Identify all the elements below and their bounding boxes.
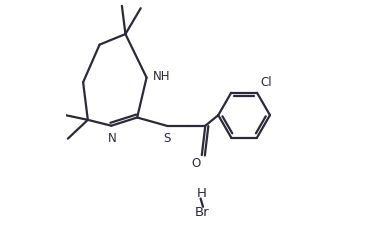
Text: NH: NH (153, 70, 170, 83)
Text: N: N (108, 132, 117, 145)
Text: O: O (191, 157, 201, 170)
Text: Cl: Cl (261, 76, 272, 89)
Text: Br: Br (194, 206, 209, 219)
Text: H: H (197, 187, 207, 200)
Text: S: S (163, 132, 170, 145)
